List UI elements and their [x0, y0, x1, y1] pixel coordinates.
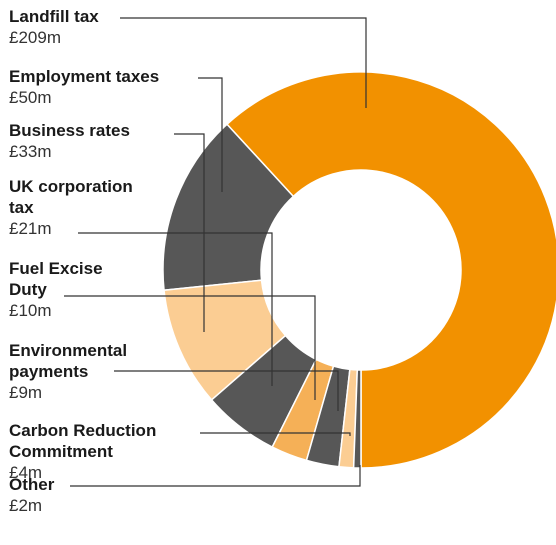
- label-fuel-excise-duty: Fuel Excise Duty £10m: [9, 258, 103, 321]
- category-label: tax: [9, 198, 34, 217]
- category-label: Duty: [9, 280, 47, 299]
- value-label: £9m: [9, 383, 43, 402]
- label-uk-corporation-tax: UK corporation tax £21m: [9, 176, 133, 239]
- value-label: £209m: [9, 28, 61, 47]
- leader-lines: [64, 17, 367, 487]
- category-label: Other: [9, 475, 55, 494]
- label-employment-taxes: Employment taxes £50m: [9, 66, 159, 108]
- leader-line-environmental-payments: [114, 370, 339, 411]
- leader-line-business-rates: [174, 133, 205, 332]
- leader-line-carbon-reduction-commitment: [200, 432, 351, 436]
- category-label: UK corporation: [9, 177, 133, 196]
- label-other: Other £2m: [9, 474, 54, 516]
- value-label: £33m: [9, 142, 52, 161]
- leader-line-other: [70, 465, 361, 487]
- category-label: Business rates: [9, 121, 130, 140]
- label-carbon-reduction-commitment: Carbon Reduction Commitment £4m: [9, 420, 156, 483]
- value-label: £10m: [9, 301, 52, 320]
- category-label: Fuel Excise: [9, 259, 103, 278]
- value-label: £50m: [9, 88, 52, 107]
- slice-other: [352, 369, 362, 469]
- category-label: payments: [9, 362, 89, 381]
- value-label: £2m: [9, 496, 43, 515]
- label-business-rates: Business rates £33m: [9, 120, 130, 162]
- leader-line-landfill-tax: [120, 17, 367, 108]
- category-label: Environmental: [9, 341, 128, 360]
- value-label: £21m: [9, 219, 52, 238]
- slice-landfill-tax: [225, 71, 556, 469]
- category-label: Commitment: [9, 442, 113, 461]
- donut-slices: [162, 71, 556, 469]
- label-landfill-tax: Landfill tax £209m: [9, 6, 99, 48]
- leader-line-employment-taxes: [198, 77, 223, 192]
- category-label: Employment taxes: [9, 67, 160, 86]
- category-label: Landfill tax: [9, 7, 99, 26]
- category-label: Carbon Reduction: [9, 421, 157, 440]
- leader-line-fuel-excise-duty: [64, 295, 316, 400]
- value-label: £4m: [9, 463, 43, 482]
- leader-line-uk-corporation-tax: [78, 232, 273, 386]
- label-environmental-payments: Environmental payments £9m: [9, 340, 127, 403]
